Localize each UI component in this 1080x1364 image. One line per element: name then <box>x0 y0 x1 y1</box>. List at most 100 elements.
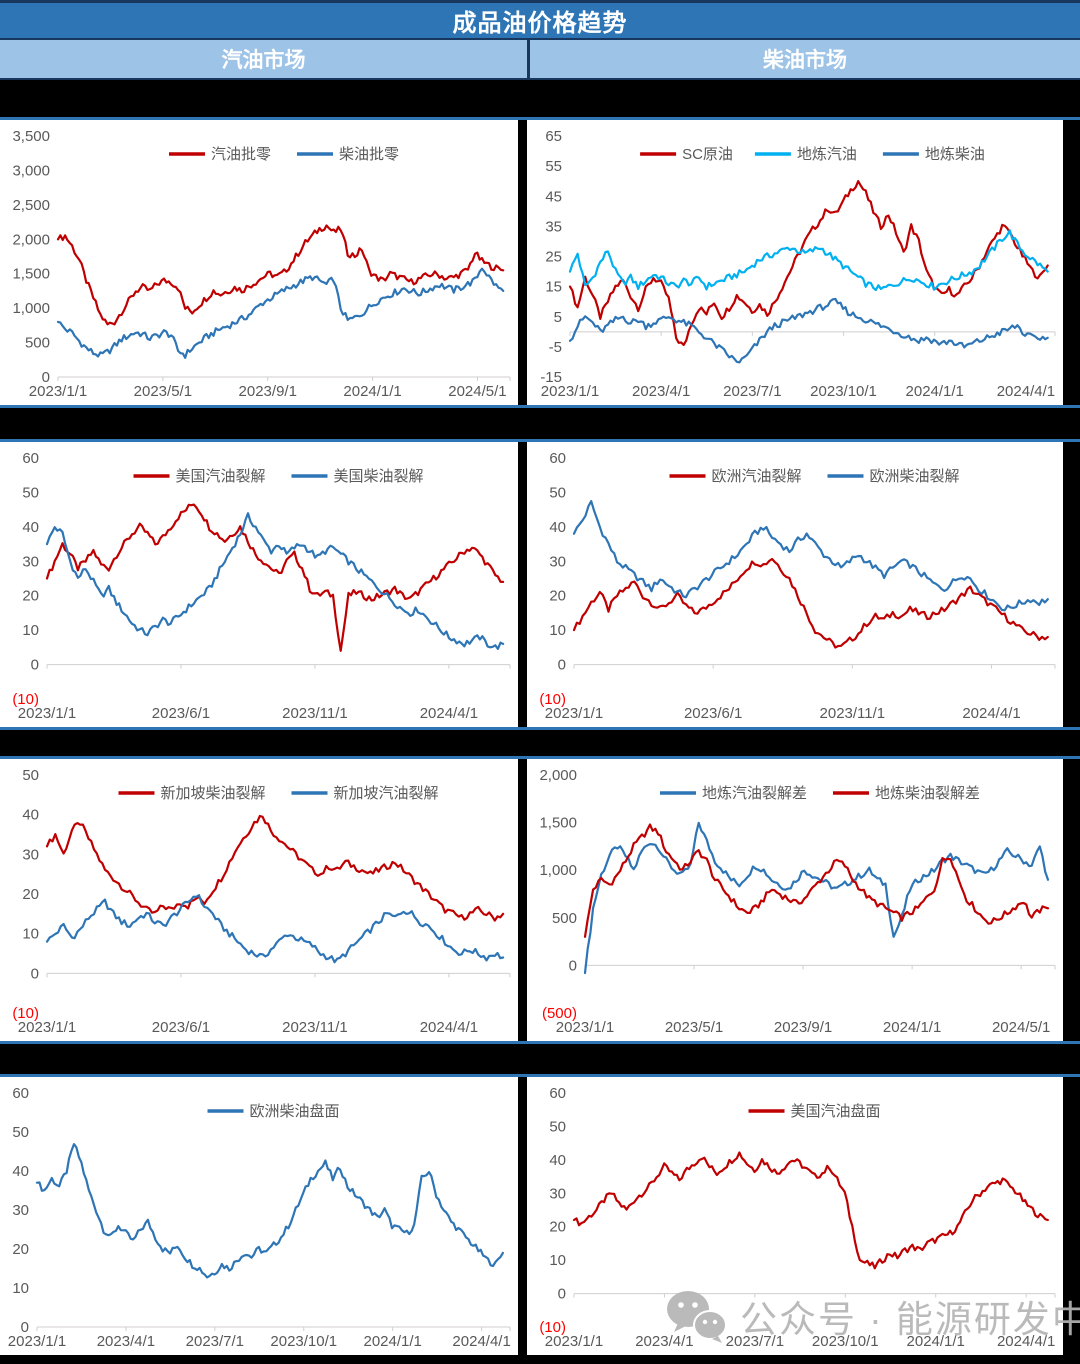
svg-text:SC原油: SC原油 <box>682 146 733 163</box>
svg-text:50: 50 <box>12 1124 29 1141</box>
column-header-gasoline: 汽油市场 <box>221 49 306 72</box>
svg-text:2023/1/1: 2023/1/1 <box>545 705 603 722</box>
chart-refinery-crack-spread: 2,000 1,500 1,000 500 0 (500)2023/1/1 2023/5/1… <box>539 767 1056 1036</box>
svg-text:2023/1/1: 2023/1/1 <box>18 705 76 722</box>
svg-text:-5: -5 <box>549 339 562 356</box>
svg-text:45: 45 <box>545 188 562 205</box>
svg-text:500: 500 <box>25 335 50 352</box>
svg-text:欧洲汽油裂解: 欧洲汽油裂解 <box>712 468 802 485</box>
svg-text:欧洲柴油裂解: 欧洲柴油裂解 <box>870 468 960 485</box>
svg-text:20: 20 <box>549 1219 566 1236</box>
svg-text:(10): (10) <box>539 1319 566 1336</box>
svg-text:2023/4/1: 2023/4/1 <box>97 1333 155 1350</box>
svg-text:2023/7/1: 2023/7/1 <box>726 1333 784 1350</box>
svg-text:(10): (10) <box>539 691 566 708</box>
svg-text:-15: -15 <box>540 369 562 386</box>
svg-text:0: 0 <box>31 657 39 674</box>
svg-text:美国汽油裂解: 美国汽油裂解 <box>176 468 266 485</box>
svg-text:0: 0 <box>558 1286 566 1303</box>
svg-text:2024/4/1: 2024/4/1 <box>962 705 1020 722</box>
chart-panel-eu-crack: 60 50 40 30 20 10 0 (10) 2023/1/1 2023/6/1 2023/11… <box>527 442 1063 727</box>
svg-text:65: 65 <box>545 128 562 145</box>
chart-panel-sg-crack: 50 40 30 20 10 0 (10) 2023/1/1 2023/6/1 2023/11/1… <box>0 759 518 1041</box>
svg-text:2024/1/1: 2024/1/1 <box>364 1333 422 1350</box>
svg-text:40: 40 <box>549 1152 566 1169</box>
svg-text:2023/5/1: 2023/5/1 <box>665 1019 723 1036</box>
svg-text:50: 50 <box>22 767 39 784</box>
svg-text:2023/1/1: 2023/1/1 <box>8 1333 66 1350</box>
chart-row-2: 60 50 40 30 20 10 0 (10) 2023/1/1 2023/6/1 2023/11… <box>0 442 1080 727</box>
svg-text:2023/1/1: 2023/1/1 <box>541 383 599 400</box>
svg-text:汽油批零: 汽油批零 <box>211 146 271 163</box>
svg-text:20: 20 <box>549 588 566 605</box>
column-divider <box>518 1077 527 1355</box>
svg-text:柴油批零: 柴油批零 <box>339 146 399 163</box>
svg-text:55: 55 <box>545 158 562 175</box>
svg-text:20: 20 <box>12 1241 29 1258</box>
svg-text:2023/9/1: 2023/9/1 <box>239 383 297 400</box>
right-border <box>1063 1077 1080 1355</box>
svg-text:1,500: 1,500 <box>12 266 50 283</box>
svg-text:500: 500 <box>552 910 577 927</box>
svg-text:0: 0 <box>558 657 566 674</box>
redacted-title-bar <box>0 80 1080 120</box>
column-header-diesel: 柴油市场 <box>763 49 847 72</box>
svg-text:1,000: 1,000 <box>12 300 50 317</box>
svg-text:0: 0 <box>42 369 50 386</box>
svg-text:20: 20 <box>22 588 39 605</box>
svg-text:60: 60 <box>22 450 39 467</box>
svg-text:新加坡汽油裂解: 新加坡汽油裂解 <box>334 785 439 802</box>
chart-panel-refinery-crack-spread: 2,000 1,500 1,000 500 0 (500) 2023/1/1 2023/5/1… <box>527 759 1063 1041</box>
svg-text:2023/11/1: 2023/11/1 <box>820 705 886 722</box>
svg-text:2,500: 2,500 <box>12 197 50 214</box>
svg-text:0: 0 <box>569 957 577 974</box>
svg-text:2023/11/1: 2023/11/1 <box>282 705 348 722</box>
column-header-row: 汽油市场 柴油市场 <box>0 40 1080 80</box>
svg-text:2023/1/1: 2023/1/1 <box>29 383 87 400</box>
svg-text:(500): (500) <box>542 1005 577 1022</box>
svg-text:10: 10 <box>549 622 566 639</box>
column-header-divider <box>527 40 530 78</box>
svg-text:10: 10 <box>22 926 39 943</box>
svg-text:2024/4/1: 2024/4/1 <box>452 1333 510 1350</box>
svg-text:地炼汽油: 地炼汽油 <box>797 146 857 163</box>
svg-text:新加坡柴油裂解: 新加坡柴油裂解 <box>161 785 266 802</box>
svg-text:2023/6/1: 2023/6/1 <box>152 1019 210 1036</box>
column-divider <box>518 120 527 405</box>
svg-text:3,000: 3,000 <box>12 162 50 179</box>
svg-text:地炼柴油: 地炼柴油 <box>925 146 985 163</box>
svg-text:2024/4/1: 2024/4/1 <box>420 705 478 722</box>
svg-text:地炼柴油裂解差: 地炼柴油裂解差 <box>875 785 980 802</box>
chart-row-1: 3,500 3,000 2,500 2,000 1,500 1,000 500 0 2023/1… <box>0 120 1080 405</box>
svg-text:2023/11/1: 2023/11/1 <box>282 1019 348 1036</box>
svg-text:(10): (10) <box>12 1005 39 1022</box>
chart-gasoline-diesel-wholesale: 3,500 3,000 2,500 2,000 1,500 1,000 500 02023/1… <box>12 128 511 400</box>
svg-text:25: 25 <box>545 249 562 266</box>
svg-text:2023/1/1: 2023/1/1 <box>556 1019 614 1036</box>
svg-text:2023/7/1: 2023/7/1 <box>723 383 781 400</box>
svg-text:2024/1/1: 2024/1/1 <box>343 383 401 400</box>
svg-text:2024/5/1: 2024/5/1 <box>448 383 506 400</box>
chart-row-4: 60 50 40 30 20 10 0 2023/1/1 2023/4/1 2023/7/1 202… <box>0 1077 1080 1355</box>
svg-text:2024/1/1: 2024/1/1 <box>906 383 964 400</box>
svg-text:2023/7/1: 2023/7/1 <box>186 1333 244 1350</box>
right-border <box>1063 442 1080 727</box>
column-divider <box>518 759 527 1041</box>
svg-text:美国柴油裂解: 美国柴油裂解 <box>334 468 424 485</box>
svg-text:30: 30 <box>22 846 39 863</box>
redacted-title-bar <box>0 727 1080 759</box>
svg-text:10: 10 <box>12 1280 29 1297</box>
svg-text:欧洲柴油盘面: 欧洲柴油盘面 <box>250 1102 340 1120</box>
chart-panel-us-gasoline-futures: 60 50 40 30 20 10 0 (10) 2023/1/1 2023/4/1 2023/7/… <box>527 1077 1063 1355</box>
svg-text:2024/1/1: 2024/1/1 <box>907 1333 965 1350</box>
svg-text:2023/10/1: 2023/10/1 <box>810 383 877 400</box>
svg-text:5: 5 <box>554 309 562 326</box>
svg-text:40: 40 <box>549 519 566 536</box>
chart-panel-sc-crude: 65 55 45 35 25 15 5 -5 -15 2023/1/1 2023/4/1 2023/7… <box>527 120 1063 405</box>
redacted-title-bar <box>0 405 1080 442</box>
svg-text:40: 40 <box>22 519 39 536</box>
page-title: 成品油价格趋势 <box>0 0 1080 40</box>
svg-text:2024/4/1: 2024/4/1 <box>420 1019 478 1036</box>
